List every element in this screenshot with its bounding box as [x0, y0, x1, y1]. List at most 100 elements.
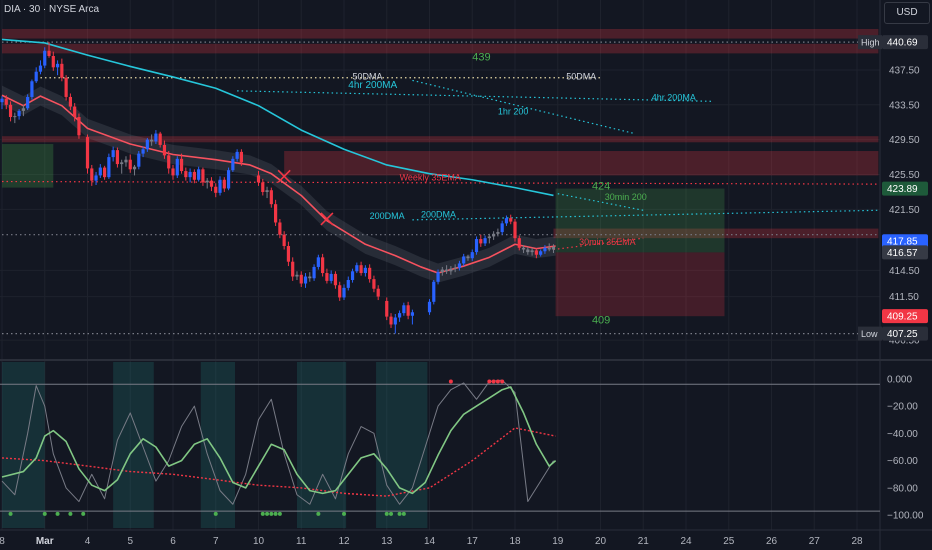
candle	[513, 221, 517, 239]
candle	[389, 316, 393, 325]
candle	[90, 168, 94, 181]
candle	[299, 274, 303, 284]
zone-long-stop	[555, 252, 725, 317]
candle	[321, 257, 325, 274]
price-label-box	[882, 35, 928, 50]
candle	[359, 265, 363, 274]
currency-button[interactable]: USD	[884, 2, 930, 24]
dotted-line	[553, 237, 644, 251]
time-tick-label: 12	[338, 536, 350, 547]
candle	[346, 280, 350, 288]
time-tick-label: 21	[638, 536, 650, 547]
candle	[115, 150, 120, 165]
candle	[175, 158, 179, 176]
candle	[436, 272, 440, 282]
zone-resistance	[2, 136, 879, 143]
time-tick-label: 5	[127, 536, 133, 547]
candle	[316, 257, 320, 267]
candle	[55, 63, 60, 68]
candle	[410, 312, 414, 316]
time-tick-label: 13	[381, 536, 393, 547]
candle	[278, 222, 282, 235]
candle	[137, 153, 141, 167]
dotted-line	[412, 209, 879, 221]
dotted-line	[412, 79, 635, 135]
time-tick-label: 19	[552, 536, 564, 547]
candle	[282, 234, 286, 247]
price-label-tag	[858, 326, 882, 341]
candle	[0, 98, 4, 103]
candle	[462, 256, 466, 264]
time-tick-label: 27	[809, 536, 821, 547]
oscillator-dot	[81, 511, 86, 516]
oscillator-dot	[213, 511, 218, 516]
oscillator-highlight	[113, 362, 154, 528]
candle	[427, 301, 432, 313]
oscillator-dot	[55, 511, 60, 516]
candle	[51, 55, 55, 68]
candle	[504, 218, 509, 224]
candle	[120, 162, 124, 165]
oscillator-dot	[384, 511, 389, 516]
candle	[256, 175, 261, 183]
cross-mark	[277, 169, 291, 183]
candle	[141, 149, 145, 154]
candle	[21, 108, 25, 111]
oscillator-slow-line	[1, 386, 557, 495]
price-label-value: 409.25	[887, 312, 918, 323]
oscillator-dot	[42, 511, 47, 516]
candle	[543, 247, 547, 252]
time-tick-label: 8	[0, 536, 5, 547]
candle	[239, 151, 243, 163]
oscillator-fast-line	[1, 379, 554, 505]
candle	[103, 167, 107, 178]
candle	[393, 317, 397, 325]
candle	[269, 190, 273, 205]
chart-annotation: 4hr 200MA	[652, 92, 696, 102]
candle	[457, 263, 462, 268]
candle	[188, 171, 192, 178]
candle	[231, 158, 235, 171]
candle	[222, 179, 226, 189]
chart-annotation: 439	[472, 51, 490, 63]
candle	[547, 247, 551, 250]
time-tick-label: 28	[851, 536, 863, 547]
candle	[363, 267, 367, 274]
candle	[85, 137, 90, 169]
candle	[26, 96, 30, 109]
oscillator-dot	[342, 511, 346, 516]
candle	[8, 104, 13, 118]
candle	[179, 158, 184, 172]
candle	[376, 288, 380, 297]
chart-annotation: 4hr 200MA	[348, 80, 397, 91]
candle	[479, 239, 483, 244]
candle	[274, 204, 278, 223]
candle	[77, 117, 81, 136]
zone-long-target	[555, 188, 725, 253]
candle	[500, 223, 504, 233]
price-label-value: 440.69	[887, 38, 918, 49]
oscillator-tick-label: −100.00	[887, 511, 924, 522]
oscillator-tick-label: −60.00	[887, 456, 918, 467]
cross-mark	[320, 212, 334, 226]
candle	[214, 186, 218, 193]
candle	[98, 167, 102, 176]
candle	[47, 50, 51, 56]
chart-annotation: 50DMA	[566, 72, 596, 82]
oscillator-dot	[448, 379, 453, 384]
price-tick-label: 421.50	[889, 205, 920, 216]
candle	[111, 150, 115, 158]
candle	[107, 157, 111, 178]
oscillator-highlight	[2, 362, 45, 528]
candle	[474, 239, 479, 253]
chart-annotation: 409	[592, 315, 610, 327]
chart-annotation: 1hr 200	[498, 106, 529, 116]
time-tick-label: 4	[85, 536, 91, 547]
time-tick-label: 14	[424, 536, 436, 547]
symbol-title: DIA · 30 · NYSE Arca	[4, 4, 100, 15]
candle	[466, 256, 470, 259]
candle	[184, 171, 188, 178]
oscillator-dot	[401, 511, 406, 516]
candle	[226, 170, 231, 189]
